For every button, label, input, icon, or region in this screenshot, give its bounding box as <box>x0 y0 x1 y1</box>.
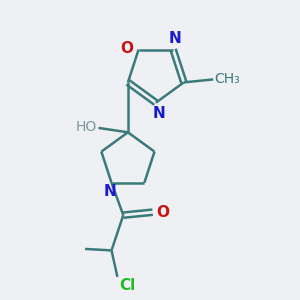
Text: N: N <box>152 106 165 121</box>
Text: N: N <box>168 31 181 46</box>
Text: O: O <box>156 205 169 220</box>
Text: Cl: Cl <box>119 278 135 293</box>
Text: N: N <box>104 184 116 199</box>
Text: HO: HO <box>76 120 97 134</box>
Text: CH₃: CH₃ <box>215 72 240 86</box>
Text: O: O <box>120 40 133 56</box>
